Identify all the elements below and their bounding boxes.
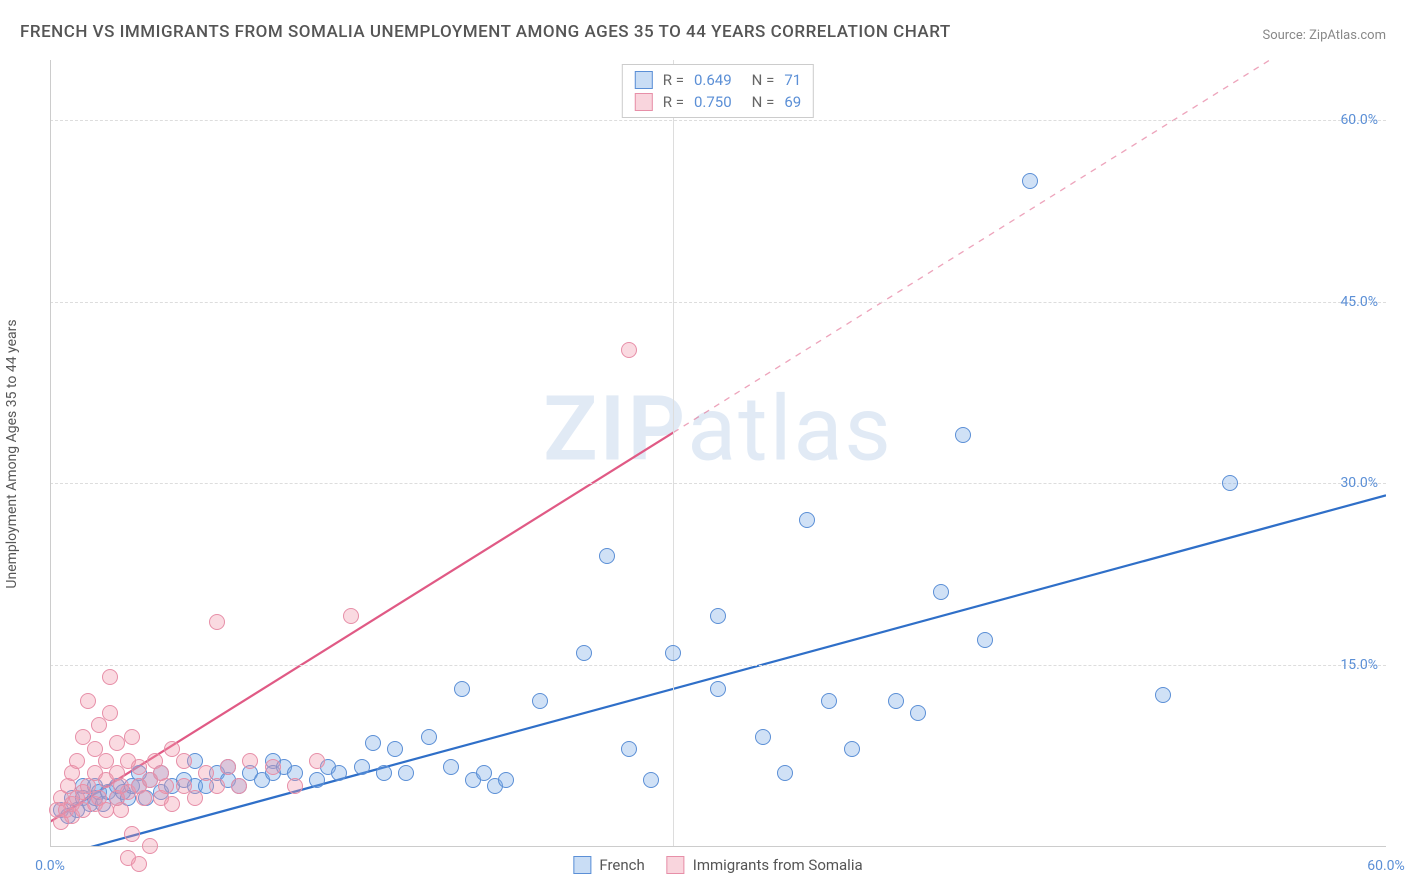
- scatter-point: [621, 342, 637, 358]
- scatter-point: [443, 759, 459, 775]
- scatter-point: [576, 645, 592, 661]
- r-value: 0.750: [694, 93, 732, 111]
- scatter-point: [331, 765, 347, 781]
- scatter-point: [421, 729, 437, 745]
- scatter-point: [643, 772, 659, 788]
- y-axis-label: Unemployment Among Ages 35 to 44 years: [4, 319, 20, 588]
- x-tick-label: 0.0%: [35, 858, 65, 874]
- scatter-point: [142, 838, 158, 854]
- scatter-point: [265, 759, 281, 775]
- watermark: ZIPatlas: [543, 377, 893, 482]
- series-legend: French Immigrants from Somalia: [573, 856, 862, 874]
- scatter-point: [80, 693, 96, 709]
- source-attribution: Source: ZipAtlas.com: [1262, 28, 1386, 43]
- scatter-point: [124, 729, 140, 745]
- scatter-point: [498, 772, 514, 788]
- r-label: R =: [663, 71, 684, 89]
- scatter-point: [599, 548, 615, 564]
- scatter-point: [187, 790, 203, 806]
- r-value: 0.649: [694, 71, 732, 89]
- scatter-point: [398, 765, 414, 781]
- n-value: 71: [784, 71, 801, 89]
- scatter-point: [287, 778, 303, 794]
- scatter-point: [710, 681, 726, 697]
- scatter-point: [977, 632, 993, 648]
- gridline: [50, 483, 1386, 484]
- scatter-point: [376, 765, 392, 781]
- y-tick-label: 15.0%: [1340, 657, 1378, 673]
- scatter-point: [124, 826, 140, 842]
- gridline: [50, 665, 1386, 666]
- n-label: N =: [752, 93, 775, 111]
- scatter-point: [755, 729, 771, 745]
- series-legend-item: Immigrants from Somalia: [667, 856, 863, 874]
- scatter-point: [621, 741, 637, 757]
- scatter-point: [343, 608, 359, 624]
- trend-lines: [50, 60, 1386, 846]
- scatter-point: [821, 693, 837, 709]
- scatter-point: [955, 427, 971, 443]
- series-legend-label: Immigrants from Somalia: [693, 856, 863, 874]
- scatter-point: [777, 765, 793, 781]
- scatter-point: [158, 778, 174, 794]
- r-label: R =: [663, 93, 684, 111]
- chart-title: FRENCH VS IMMIGRANTS FROM SOMALIA UNEMPL…: [20, 22, 951, 42]
- chart-plot-area: ZIPatlas 15.0%30.0%45.0%60.0%0.0%60.0% R…: [50, 60, 1386, 846]
- scatter-point: [209, 614, 225, 630]
- legend-swatch: [635, 71, 653, 89]
- gridline: [50, 302, 1386, 303]
- y-tick-label: 45.0%: [1340, 294, 1378, 310]
- series-legend-item: French: [573, 856, 644, 874]
- scatter-point: [387, 741, 403, 757]
- scatter-point: [710, 608, 726, 624]
- scatter-point: [242, 753, 258, 769]
- scatter-point: [844, 741, 860, 757]
- scatter-point: [164, 796, 180, 812]
- scatter-point: [231, 778, 247, 794]
- x-axis-line: [50, 846, 1386, 847]
- series-legend-label: French: [599, 856, 644, 874]
- y-axis-line: [50, 60, 51, 846]
- scatter-point: [209, 778, 225, 794]
- gridline: [50, 120, 1386, 121]
- scatter-point: [1222, 475, 1238, 491]
- n-value: 69: [784, 93, 801, 111]
- x-tick-label: 60.0%: [1367, 858, 1405, 874]
- scatter-point: [109, 735, 125, 751]
- legend-swatch: [667, 856, 685, 874]
- legend-swatch: [635, 93, 653, 111]
- scatter-point: [799, 512, 815, 528]
- y-tick-label: 60.0%: [1340, 112, 1378, 128]
- correlation-legend: R = 0.649 N = 71 R = 0.750 N = 69: [622, 64, 814, 118]
- scatter-point: [888, 693, 904, 709]
- scatter-point: [354, 759, 370, 775]
- y-tick-label: 30.0%: [1340, 475, 1378, 491]
- scatter-point: [113, 802, 129, 818]
- n-label: N =: [752, 71, 775, 89]
- scatter-point: [102, 669, 118, 685]
- scatter-point: [454, 681, 470, 697]
- scatter-point: [69, 753, 85, 769]
- scatter-point: [933, 584, 949, 600]
- scatter-point: [309, 753, 325, 769]
- scatter-point: [102, 705, 118, 721]
- scatter-point: [665, 645, 681, 661]
- scatter-point: [1155, 687, 1171, 703]
- legend-swatch: [573, 856, 591, 874]
- scatter-point: [365, 735, 381, 751]
- scatter-point: [220, 759, 236, 775]
- scatter-point: [532, 693, 548, 709]
- correlation-legend-row: R = 0.750 N = 69: [635, 91, 801, 113]
- scatter-point: [1022, 173, 1038, 189]
- scatter-point: [910, 705, 926, 721]
- vertical-reference-line: [673, 60, 674, 846]
- scatter-point: [176, 753, 192, 769]
- scatter-point: [136, 790, 152, 806]
- correlation-legend-row: R = 0.649 N = 71: [635, 69, 801, 91]
- scatter-point: [131, 856, 147, 872]
